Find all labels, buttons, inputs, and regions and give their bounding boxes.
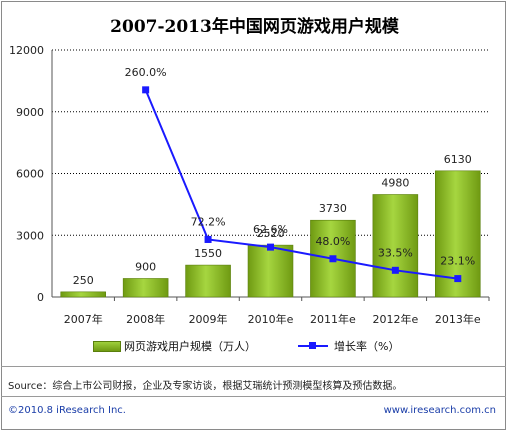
- growth-value-label: 260.0%: [125, 66, 167, 79]
- growth-marker: [391, 266, 399, 274]
- y-tick-label: 6000: [16, 168, 44, 181]
- separator-top: [1, 366, 506, 367]
- x-tick-label: 2011年e: [310, 312, 356, 326]
- y-tick-label: 12000: [9, 44, 44, 57]
- bar: [372, 194, 419, 298]
- x-tick-label: 2010年e: [248, 312, 294, 326]
- growth-value-label: 62.6%: [253, 223, 288, 236]
- bar-value-label: 2520: [257, 227, 285, 240]
- website-link[interactable]: www.iresearch.com.cn: [383, 405, 496, 416]
- growth-marker: [204, 235, 212, 243]
- growth-line: [144, 89, 458, 280]
- bar-value-label: 250: [73, 274, 94, 287]
- bar: [247, 244, 294, 298]
- chart-title: 2007-2013年中国网页游戏用户规模: [110, 17, 399, 37]
- x-tick-label: 2012年e: [372, 312, 418, 326]
- bar-value-label: 3730: [319, 202, 347, 215]
- growth-value-label: 23.1%: [440, 255, 475, 268]
- bar: [122, 278, 169, 298]
- bar-value-label: 4980: [381, 176, 409, 189]
- x-tick-label: 2008年: [126, 312, 165, 326]
- y-tick-label: 3000: [16, 229, 44, 242]
- y-tick-label: 9000: [16, 106, 44, 119]
- x-tick-label: 2009年: [189, 312, 228, 326]
- growth-value-label: 48.0%: [315, 235, 350, 248]
- bar-value-label: 900: [135, 260, 156, 273]
- bar-value-label: 1550: [194, 247, 222, 260]
- growth-value-label: 33.5%: [378, 246, 413, 259]
- source-note: Source：综合上市公司财报，企业及专家访谈，根据艾瑞统计预测模型核算及预估数…: [8, 381, 403, 392]
- growth-value-label: 72.2%: [191, 215, 226, 228]
- growth-marker: [329, 255, 337, 263]
- bar: [185, 264, 231, 298]
- copyright-text: ©2010.8 iResearch Inc.: [8, 405, 126, 416]
- bar: [60, 291, 106, 298]
- growth-marker: [267, 243, 274, 251]
- bar-value-label: 6130: [444, 153, 472, 166]
- x-tick-label: 2013年e: [435, 312, 481, 326]
- separator-bottom: [1, 396, 506, 397]
- y-tick-label: 0: [37, 291, 44, 304]
- x-tick-label: 2007年: [64, 312, 103, 326]
- growth-marker: [142, 86, 150, 94]
- growth-marker: [454, 275, 462, 283]
